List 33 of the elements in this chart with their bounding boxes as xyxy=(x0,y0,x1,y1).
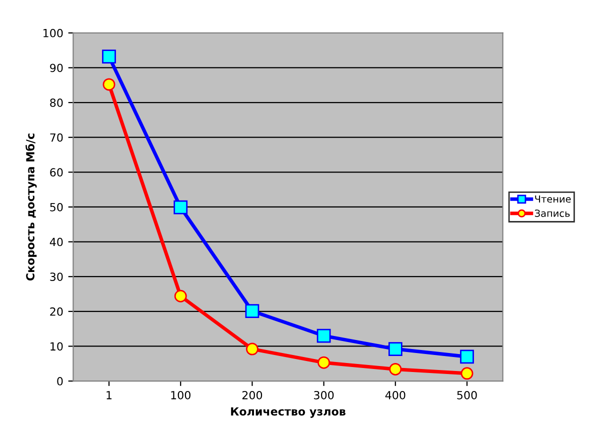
legend-label: Запись xyxy=(534,210,570,217)
point xyxy=(460,350,474,364)
y-tick-label: 20 xyxy=(50,307,63,316)
x-tick-label: 100 xyxy=(171,390,190,400)
point xyxy=(246,342,258,356)
point xyxy=(174,200,188,214)
point xyxy=(316,328,331,343)
y-tick-label: 80 xyxy=(50,98,63,107)
y-tick-label: 40 xyxy=(50,238,63,246)
point xyxy=(102,50,116,64)
point xyxy=(174,290,187,302)
point xyxy=(102,78,116,91)
y-tick-label: 30 xyxy=(50,272,63,281)
x-tick-label: 500 xyxy=(457,390,477,400)
x-tick-label: 400 xyxy=(385,390,406,400)
y-tick-label: 60 xyxy=(50,168,63,177)
point xyxy=(460,367,474,380)
x-tick-label: 200 xyxy=(242,390,262,400)
y-tick-label: 0 xyxy=(57,377,63,386)
x-axis-title: Количество узлов xyxy=(231,407,346,418)
point xyxy=(245,304,260,318)
y-tick-label: 10 xyxy=(50,342,63,351)
y-tick-label: 100 xyxy=(43,28,63,38)
y-tick-label: 50 xyxy=(50,202,63,212)
legend-label: Чтение xyxy=(535,195,571,203)
point xyxy=(389,362,402,376)
x-tick-label: 300 xyxy=(314,390,334,400)
y-axis-title: Скорость доступа Мб/с xyxy=(26,134,37,281)
point xyxy=(318,356,330,369)
x-tick-label: 1 xyxy=(106,391,112,400)
y-tick-label: 90 xyxy=(50,64,63,72)
y-tick-label: 70 xyxy=(50,133,63,142)
point xyxy=(388,342,402,356)
